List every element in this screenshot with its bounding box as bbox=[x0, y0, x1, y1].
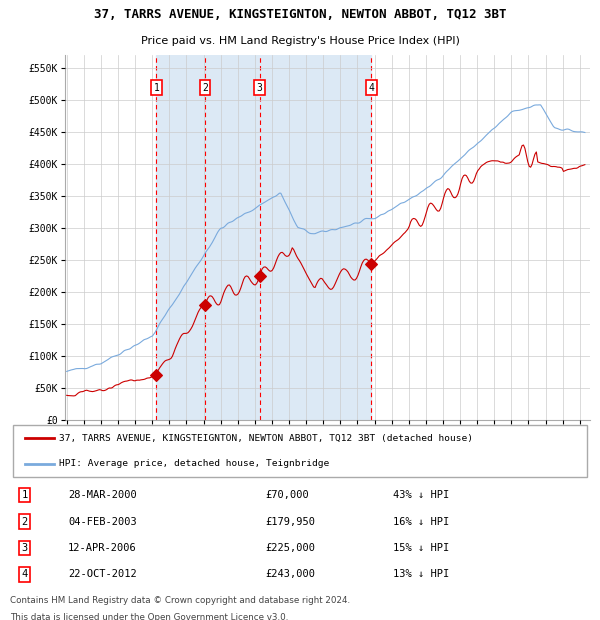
Text: 28-MAR-2000: 28-MAR-2000 bbox=[68, 490, 137, 500]
Text: 3: 3 bbox=[22, 543, 28, 553]
Text: This data is licensed under the Open Government Licence v3.0.: This data is licensed under the Open Gov… bbox=[10, 613, 289, 620]
Point bbox=[200, 300, 210, 310]
Text: 1: 1 bbox=[22, 490, 28, 500]
Text: 43% ↓ HPI: 43% ↓ HPI bbox=[393, 490, 449, 500]
Text: 1: 1 bbox=[154, 83, 159, 93]
Text: £243,000: £243,000 bbox=[265, 569, 315, 580]
Text: 12-APR-2006: 12-APR-2006 bbox=[68, 543, 137, 553]
Text: 22-OCT-2012: 22-OCT-2012 bbox=[68, 569, 137, 580]
Text: 2: 2 bbox=[22, 516, 28, 526]
Text: 2: 2 bbox=[202, 83, 208, 93]
Text: 37, TARRS AVENUE, KINGSTEIGNTON, NEWTON ABBOT, TQ12 3BT: 37, TARRS AVENUE, KINGSTEIGNTON, NEWTON … bbox=[94, 8, 506, 21]
Text: 04-FEB-2003: 04-FEB-2003 bbox=[68, 516, 137, 526]
Text: 15% ↓ HPI: 15% ↓ HPI bbox=[393, 543, 449, 553]
Text: £225,000: £225,000 bbox=[265, 543, 315, 553]
Text: £70,000: £70,000 bbox=[265, 490, 309, 500]
Text: 3: 3 bbox=[257, 83, 263, 93]
Text: 4: 4 bbox=[368, 83, 374, 93]
Point bbox=[152, 370, 161, 380]
Point bbox=[367, 259, 376, 269]
Text: £179,950: £179,950 bbox=[265, 516, 315, 526]
Text: HPI: Average price, detached house, Teignbridge: HPI: Average price, detached house, Teig… bbox=[59, 459, 329, 468]
Bar bbox=[157, 55, 371, 420]
Text: 13% ↓ HPI: 13% ↓ HPI bbox=[393, 569, 449, 580]
FancyBboxPatch shape bbox=[13, 425, 587, 477]
Text: 16% ↓ HPI: 16% ↓ HPI bbox=[393, 516, 449, 526]
Text: 37, TARRS AVENUE, KINGSTEIGNTON, NEWTON ABBOT, TQ12 3BT (detached house): 37, TARRS AVENUE, KINGSTEIGNTON, NEWTON … bbox=[59, 434, 473, 443]
Point bbox=[255, 271, 265, 281]
Text: 4: 4 bbox=[22, 569, 28, 580]
Text: Contains HM Land Registry data © Crown copyright and database right 2024.: Contains HM Land Registry data © Crown c… bbox=[10, 596, 350, 605]
Text: Price paid vs. HM Land Registry's House Price Index (HPI): Price paid vs. HM Land Registry's House … bbox=[140, 36, 460, 46]
